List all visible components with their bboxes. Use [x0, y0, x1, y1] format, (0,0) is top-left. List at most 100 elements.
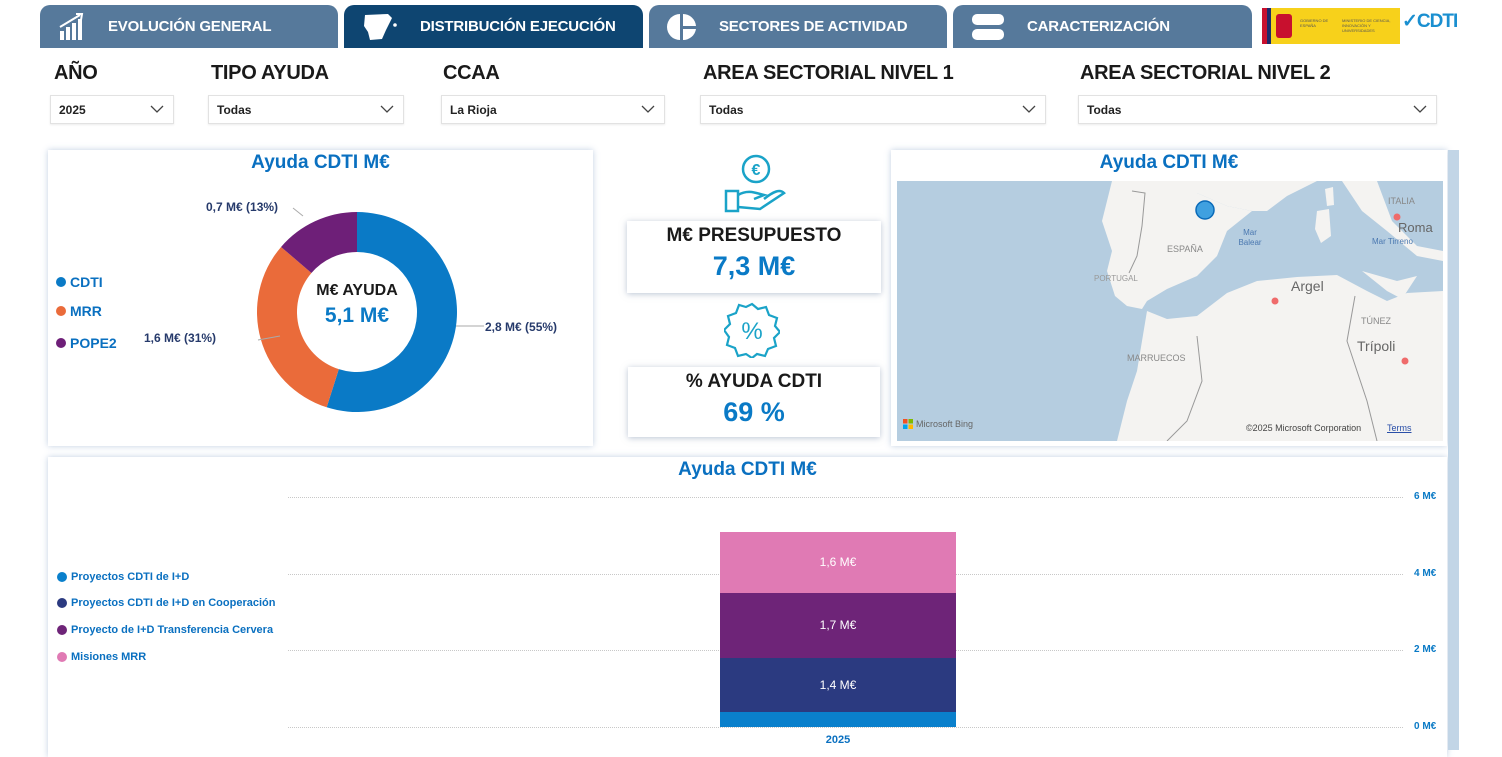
donut-slice-mrr[interactable]: [257, 246, 339, 408]
map-view[interactable]: [897, 181, 1443, 441]
kpi-presupuesto-card: M€ PRESUPUESTO 7,3 M€: [627, 221, 881, 293]
donut-chart-card: Ayuda CDTI M€ CDTI MRR POPE2 M€ AYUDA 5,…: [48, 150, 593, 446]
bar-chart-growth-icon: [59, 12, 84, 40]
tab-label: EVOLUCIÓN GENERAL: [108, 18, 272, 35]
tab-label: SECTORES DE ACTIVIDAD: [719, 18, 908, 35]
cdti-logo: ✓CDTI: [1402, 11, 1458, 32]
map-label-argel: Argel: [1291, 278, 1324, 294]
kpi-label: % AYUDA CDTI: [685, 371, 823, 392]
map-label-tunez: TÚNEZ: [1361, 316, 1391, 326]
tab-evolucion-general[interactable]: EVOLUCIÓN GENERAL: [40, 5, 338, 48]
y-tick-label: 6 M€: [1414, 491, 1437, 502]
stacked-bars-icon: [972, 13, 1004, 40]
slice-label-pope2: 0,7 M€ (13%): [206, 200, 279, 214]
y-tick-label: 2 M€: [1414, 644, 1437, 656]
la-rioja-map-marker[interactable]: [1195, 200, 1215, 220]
map-label-mar-balear: Mar Balear: [1238, 228, 1262, 247]
gobierno-text: GOBIERNO DE ESPAÑA: [1300, 18, 1329, 28]
dropdown-value: 2025: [59, 103, 86, 117]
map-label-roma: Roma: [1398, 220, 1433, 235]
tab-distribucion-ejecucion[interactable]: DISTRIBUCIÓN EJECUCIÓN: [344, 5, 643, 48]
tab-label: CARACTERIZACIÓN: [1027, 18, 1170, 35]
filter-label-tipo-ayuda: TIPO AYUDA: [211, 62, 329, 84]
bar-segment[interactable]: 1,7 M€: [720, 592, 956, 658]
legend-item[interactable]: Proyectos CDTI de I+D en Cooperación: [57, 597, 275, 609]
legend-item-pope2[interactable]: POPE2: [56, 335, 117, 351]
kpi-ayuda-cdti-card: % AYUDA CDTI 69 %: [628, 367, 880, 437]
gobierno-espana-logo: GOBIERNO DE ESPAÑA MINISTERIO DE CIENCIA…: [1262, 8, 1400, 44]
donut-center-value: 5,1 M€: [324, 304, 390, 327]
donut-title: Ayuda CDTI M€: [251, 152, 390, 173]
legend-dot: [56, 338, 66, 348]
bar-data-label: 1,4 M€: [819, 677, 857, 692]
dropdown-value: Todas: [217, 103, 252, 117]
tipo-ayuda-dropdown[interactable]: Todas: [208, 95, 404, 124]
ano-dropdown[interactable]: 2025: [50, 95, 174, 124]
bar-segment[interactable]: [720, 711, 956, 727]
filter-label-ano: AÑO: [54, 62, 98, 84]
legend-dot: [57, 572, 67, 582]
chevron-down-icon: [1413, 105, 1427, 113]
map-label-mar-tirreno: Mar Tirreno: [1372, 237, 1413, 246]
donut-slice-pope2[interactable]: [281, 212, 357, 273]
bar-segment[interactable]: 1,4 M€: [720, 658, 956, 712]
legend-label: Proyecto de I+D Transferencia Cervera: [71, 624, 274, 636]
legend-label: Proyectos CDTI de I+D en Cooperación: [71, 597, 276, 609]
legend-item[interactable]: Proyecto de I+D Transferencia Cervera: [57, 624, 273, 636]
legend-item[interactable]: Misiones MRR: [57, 651, 146, 663]
bar-data-label: 1,7 M€: [819, 618, 857, 633]
svg-text:%: %: [741, 318, 762, 345]
legend-dot: [57, 652, 67, 662]
legend-dot: [56, 306, 66, 316]
tab-label: DISTRIBUCIÓN EJECUCIÓN: [420, 18, 616, 35]
map-terms-link[interactable]: Terms: [1387, 423, 1412, 433]
slice-label-mrr: 1,6 M€ (31%): [144, 331, 217, 345]
legend-dot: [57, 598, 67, 608]
chevron-down-icon: [1022, 105, 1036, 113]
tab-caracterizacion[interactable]: CARACTERIZACIÓN: [953, 5, 1252, 48]
map-label-portugal: PORTUGAL: [1094, 274, 1138, 283]
bing-text: Microsoft Bing: [916, 419, 974, 429]
euro-coin-hand-icon: €: [724, 154, 786, 213]
tab-sectores-actividad[interactable]: SECTORES DE ACTIVIDAD: [649, 5, 947, 48]
legend-item[interactable]: Proyectos CDTI de I+D: [57, 571, 189, 583]
donut-center-label: M€ AYUDA: [316, 282, 398, 299]
coat-of-arms-icon: [1276, 14, 1292, 38]
filter-label-area-2: AREA SECTORIAL NIVEL 2: [1080, 62, 1331, 84]
map-label-espana: ESPAÑA: [1167, 244, 1203, 254]
map-label-marruecos: MARRUECOS: [1127, 353, 1186, 363]
bar-chart-title: Ayuda CDTI M€: [678, 459, 817, 480]
map-label-italia: ITALIA: [1388, 196, 1415, 206]
chevron-down-icon: [380, 105, 394, 113]
map-title: Ayuda CDTI M€: [1099, 152, 1239, 173]
ccaa-dropdown[interactable]: La Rioja: [441, 95, 665, 124]
legend-label: Misiones MRR: [71, 651, 147, 663]
legend-dot: [57, 625, 67, 635]
gridline: [288, 497, 1403, 498]
legend-item-mrr[interactable]: MRR: [56, 303, 102, 319]
legend-label: MRR: [70, 303, 102, 319]
roma-city-marker: [1393, 213, 1401, 221]
x-tick-2025: 2025: [825, 734, 851, 746]
donut-slice-cdti[interactable]: [326, 212, 458, 412]
dropdown-value: Todas: [709, 103, 744, 117]
legend-label: POPE2: [70, 335, 117, 351]
filter-label-ccaa: CCAA: [443, 62, 500, 84]
donut-chart: [257, 207, 484, 412]
tripoli-city-marker: [1401, 357, 1409, 365]
map-card: Ayuda CDTI M€ ESPAÑA PORTUGAL MARRUECOS …: [891, 150, 1447, 446]
spain-map-icon: [364, 13, 397, 40]
area-sectorial-1-dropdown[interactable]: Todas: [700, 95, 1046, 124]
vertical-scrollbar[interactable]: [1448, 150, 1459, 750]
area-sectorial-2-dropdown[interactable]: Todas: [1078, 95, 1437, 124]
kpi-value: 7,3 M€: [712, 251, 796, 281]
svg-text:€: €: [752, 162, 761, 179]
chevron-down-icon: [641, 105, 655, 113]
legend-item-cdti[interactable]: CDTI: [56, 274, 103, 290]
filter-label-area-1: AREA SECTORIAL NIVEL 1: [703, 62, 954, 84]
leader-line: [257, 335, 281, 341]
legend-label: CDTI: [70, 274, 103, 290]
bar-segment[interactable]: 1,6 M€: [720, 531, 956, 593]
slice-label-cdti: 2,8 M€ (55%): [485, 320, 558, 334]
map-label-tripoli: Trípoli: [1357, 338, 1396, 354]
